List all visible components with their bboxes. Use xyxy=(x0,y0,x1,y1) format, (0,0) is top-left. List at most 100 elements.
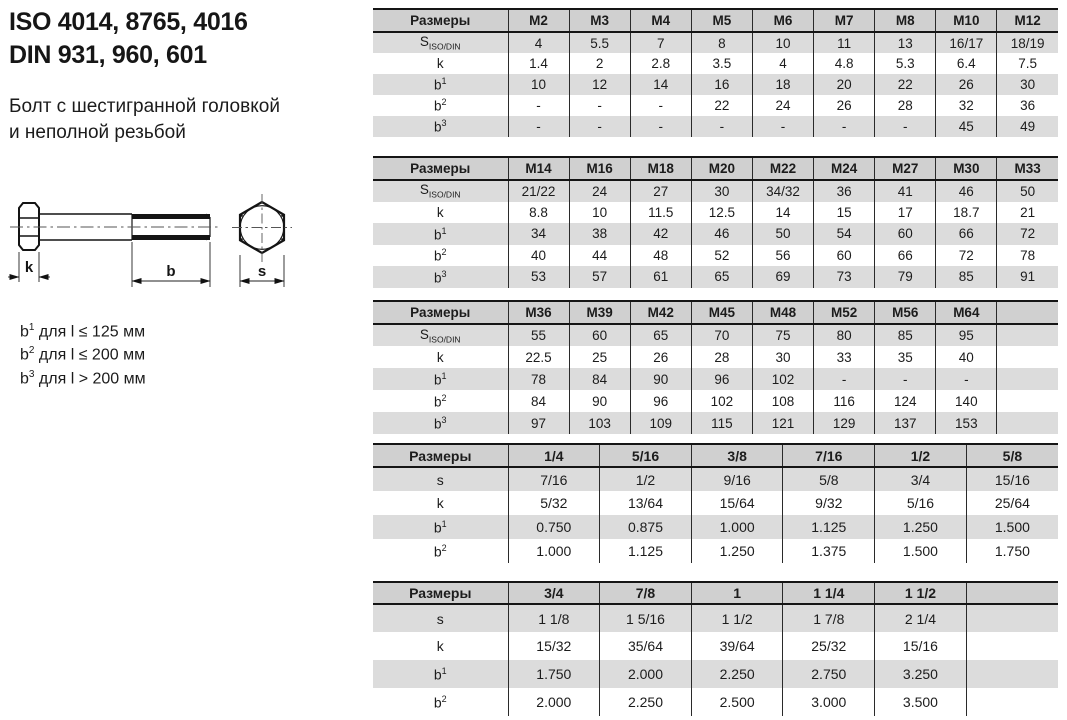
table-row: k 8.8 10 11.5 12.5 14 15 17 18.7 21 xyxy=(373,201,1058,223)
value-cell: 84 xyxy=(507,390,570,412)
value-cell: 2.000 xyxy=(507,688,600,716)
value-cell: 1.500 xyxy=(965,515,1058,539)
row-label: SISO/DIN xyxy=(373,324,508,346)
value-cell: 0.750 xyxy=(507,515,600,539)
row-label: b1 xyxy=(373,515,508,539)
value-cell: 25/64 xyxy=(965,491,1058,515)
thread-size-header: M56 xyxy=(874,301,936,325)
table-row: b1 0.750 0.875 1.000 1.125 1.250 1.500 xyxy=(373,515,1058,539)
value-cell: 16/17 xyxy=(935,32,997,53)
value-cell: 15/32 xyxy=(507,632,600,660)
value-cell: 4.8 xyxy=(813,53,875,74)
dimension-s: s xyxy=(239,255,285,287)
value-cell: 8.8 xyxy=(507,201,570,223)
thread-size-header: M18 xyxy=(629,157,692,181)
value-cell: 0.875 xyxy=(599,515,692,539)
table-row: b3- - - - - - -45 49 xyxy=(373,116,1058,137)
row-label: b1 xyxy=(373,660,508,688)
value-cell: 33 xyxy=(813,346,875,368)
value-cell: 140 xyxy=(935,390,997,412)
empty-cell xyxy=(965,604,1058,632)
thread-size-header: M8 xyxy=(874,9,936,33)
table-row: b1 1.750 2.000 2.250 2.750 3.250 xyxy=(373,660,1058,688)
row-label: k xyxy=(436,204,444,220)
value-cell: 12 xyxy=(568,74,631,95)
value-cell: 1.000 xyxy=(690,515,783,539)
value-cell: 24 xyxy=(568,180,631,202)
value-cell: 80 xyxy=(813,324,875,346)
value-cell: 56 xyxy=(751,244,814,266)
value-cell: 153 xyxy=(935,412,997,434)
value-cell: 66 xyxy=(935,223,997,245)
value-cell: 11 xyxy=(813,32,875,53)
row-label: b3 xyxy=(373,266,508,288)
value-cell: 1.500 xyxy=(874,539,967,563)
thread-size-header: 1 1/2 xyxy=(874,582,967,605)
value-cell: 36 xyxy=(813,180,875,202)
dimensions-table-4: Размеры 1/4 5/16 3/8 7/16 1/2 5/8 s 7/16 1/2 9/16 5… xyxy=(373,443,1058,563)
value-cell: 35/64 xyxy=(599,632,692,660)
empty-cell xyxy=(996,390,1058,412)
value-cell: 66 xyxy=(874,244,936,266)
table-row: s 7/16 1/2 9/16 5/8 3/4 15/16 xyxy=(373,467,1058,491)
value-cell: 4 xyxy=(507,32,570,53)
thread-size-header: M2 xyxy=(507,9,570,33)
value-cell: 1.125 xyxy=(599,539,692,563)
thread-size-header: 7/16 xyxy=(782,444,875,468)
value-cell: - xyxy=(568,95,631,116)
value-cell: 8 xyxy=(690,32,753,53)
value-cell: 22 xyxy=(690,95,753,116)
value-cell: 11.5 xyxy=(629,201,692,223)
value-cell: 36 xyxy=(996,95,1058,116)
dimensions-table-2: Размеры M14 M16 M18 M20 M22 M24 M27 M30 M33 SISO/D… xyxy=(373,156,1058,288)
thread-size-header: 3/4 xyxy=(507,582,600,605)
table-row: b3 53 57 61 65 69 73 79 85 91 xyxy=(373,266,1058,288)
value-cell: 26 xyxy=(813,95,875,116)
size-column-header: Размеры xyxy=(373,301,508,325)
value-cell: 1.4 xyxy=(507,53,570,74)
thread-size-header: M27 xyxy=(874,157,936,181)
value-cell: 40 xyxy=(507,244,570,266)
thread-size-header: 1/2 xyxy=(874,444,967,468)
value-cell: 1 5/16 xyxy=(599,604,692,632)
table-row: SISO/DIN 21/22 24 27 30 34/32 36 41 46 50 xyxy=(373,180,1058,202)
footnote: b3 для l > 200 мм xyxy=(20,368,146,387)
thread-size-header: M12 xyxy=(996,9,1058,33)
value-cell: 39/64 xyxy=(690,632,783,660)
value-cell: 55 xyxy=(507,324,570,346)
dimension-b: b xyxy=(131,242,211,287)
value-cell: 5/8 xyxy=(782,467,875,491)
table-row: b1 78 84 90 96 102- - - xyxy=(373,368,1058,390)
value-cell: 54 xyxy=(813,223,875,245)
row-label: b2 xyxy=(433,542,447,560)
table-row: k 1.4 2 2.8 3.5 4 4.8 5.3 6.4 7.5 xyxy=(373,53,1058,74)
thread-size-header: M30 xyxy=(935,157,997,181)
value-cell: 28 xyxy=(690,346,753,368)
thread-size-header: M3 xyxy=(568,9,631,33)
value-cell: 96 xyxy=(690,368,753,390)
value-cell: 1.250 xyxy=(874,515,967,539)
dim-label-k: k xyxy=(25,259,34,276)
value-cell: 116 xyxy=(813,390,875,412)
value-cell: 129 xyxy=(813,412,875,434)
thread-size-header: M4 xyxy=(629,9,692,33)
table-row: SISO/DIN 4 5.5 7 8 10 11 13 16/17 18/19 xyxy=(373,32,1058,53)
value-cell: 73 xyxy=(813,266,875,288)
empty-cell xyxy=(996,324,1058,346)
thread-size-header: M33 xyxy=(996,157,1058,181)
thread-size-header: 1 1/4 xyxy=(782,582,875,605)
value-cell: 15/16 xyxy=(874,632,967,660)
thread-size-header: 1/4 xyxy=(507,444,600,468)
value-cell: 124 xyxy=(874,390,936,412)
value-cell: - xyxy=(874,368,936,390)
empty-cell xyxy=(965,660,1058,688)
value-cell: - xyxy=(507,116,570,137)
value-cell: 57 xyxy=(568,266,631,288)
value-cell: 16 xyxy=(690,74,753,95)
row-label: k xyxy=(436,638,444,654)
value-cell: 41 xyxy=(874,180,936,202)
empty-cell xyxy=(965,688,1058,716)
thread-size-header: 1 xyxy=(690,582,783,605)
thread-size-header: 5/16 xyxy=(599,444,692,468)
